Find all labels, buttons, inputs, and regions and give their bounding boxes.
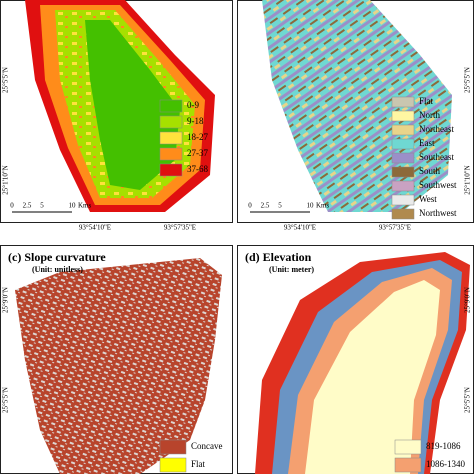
latitude-label: 25°1'10"N <box>2 165 10 194</box>
latitude-label: 25°5'5"N <box>464 67 472 93</box>
legend-label: 37-68 <box>187 164 208 174</box>
longitude-label: 93°57'35"E <box>164 224 196 232</box>
legend-swatch <box>391 152 415 164</box>
scale-label: 10 <box>69 202 77 210</box>
scale-label: 2.5 <box>261 202 270 210</box>
scale-label: 2.5 <box>23 202 32 210</box>
legend-swatch <box>391 138 415 150</box>
legend-label: 0-9 <box>187 100 199 110</box>
scale-label: 0 <box>248 202 252 210</box>
legend-swatch <box>159 115 183 129</box>
legend-swatch <box>391 96 415 108</box>
legend-swatch <box>391 110 415 122</box>
legend-label: Northeast <box>419 124 454 134</box>
scale-label: Kms <box>78 202 92 210</box>
legend-swatch <box>394 457 422 473</box>
latitude-label: 25°5'5"N <box>2 67 10 93</box>
legend-swatch <box>159 439 187 455</box>
legend-label: Southwest <box>419 180 457 190</box>
scale-label: 5 <box>278 202 282 210</box>
legend-label: 819-1086 <box>426 441 461 451</box>
legend-label: 18-27 <box>187 132 208 142</box>
legend-label: Northwest <box>419 208 457 218</box>
longitude-label: 93°54'10"E <box>79 224 111 232</box>
legend-label: Flat <box>191 459 206 469</box>
scale-label: 0 <box>10 202 14 210</box>
legend-swatch <box>391 166 415 178</box>
legend-label: Concave <box>191 441 223 451</box>
scale-label: 5 <box>40 202 44 210</box>
legend-label: 27-37 <box>187 148 208 158</box>
legend-label: North <box>419 110 440 120</box>
legend-swatch <box>391 208 415 220</box>
legend-swatch <box>391 180 415 192</box>
latitude-label: 25°9'0"N <box>2 287 10 313</box>
elevation-map <box>255 252 470 474</box>
latitude-label: 25°5'5"N <box>2 387 10 413</box>
legend-label: East <box>419 138 435 148</box>
scale-label: 10 <box>307 202 315 210</box>
latitude-label: 25°9'0"N <box>464 287 472 313</box>
legend-label: Southeast <box>419 152 454 162</box>
legend-swatch <box>394 439 422 455</box>
legend-label: South <box>419 166 441 176</box>
longitude-label: 93°54'10"E <box>284 224 316 232</box>
legend-swatch <box>391 194 415 206</box>
legend-swatch <box>159 457 187 473</box>
panel-title: (d) Elevation <box>245 250 312 264</box>
legend-swatch <box>159 147 183 161</box>
legend-label: West <box>419 194 437 204</box>
latitude-label: 25°1'10"N <box>464 165 472 194</box>
legend-label: 1086-1340 <box>426 459 465 469</box>
legend-label: 9-18 <box>187 116 204 126</box>
longitude-label: 93°57'35"E <box>379 224 411 232</box>
panel-title: (c) Slope curvature <box>8 250 106 264</box>
panel-unit: (Unit: unitless) <box>32 265 83 274</box>
legend-swatch <box>391 124 415 136</box>
legend-swatch <box>159 99 183 113</box>
panel-unit: (Unit: meter) <box>269 265 314 274</box>
latitude-label: 25°5'5"N <box>464 387 472 413</box>
legend-swatch <box>159 131 183 145</box>
scale-label: Kms <box>316 202 330 210</box>
curvature-map <box>15 258 222 474</box>
legend-label: Flat <box>419 96 434 106</box>
legend-swatch <box>159 163 183 177</box>
